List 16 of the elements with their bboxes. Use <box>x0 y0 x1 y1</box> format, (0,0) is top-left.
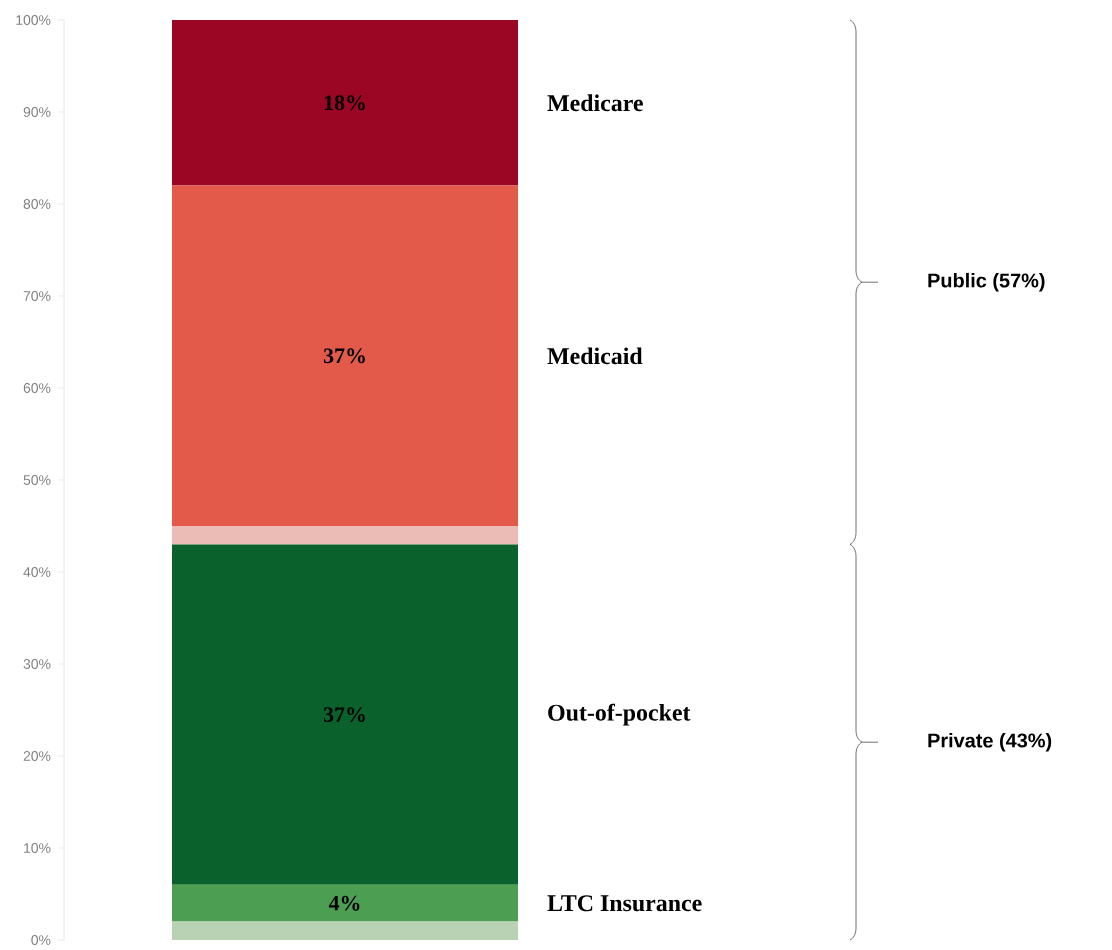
data-label: 37% <box>323 348 365 364</box>
data-label: 4% <box>328 895 360 911</box>
bar <box>172 19 519 186</box>
bar <box>172 544 519 885</box>
series-label: Out-of-pocket <box>548 703 691 726</box>
bar <box>172 884 519 922</box>
text: Public (57%) <box>928 272 1045 292</box>
text: Private (43%) <box>928 732 1052 752</box>
series-label: Medicare <box>547 94 643 112</box>
bar <box>172 525 519 545</box>
series-label: LTC Insurance <box>547 895 702 912</box>
series-label: Medicaid <box>547 347 643 365</box>
data-label: 18% <box>324 95 365 111</box>
data-label: 37% <box>323 707 365 723</box>
bar <box>172 921 519 940</box>
bar <box>172 185 519 526</box>
